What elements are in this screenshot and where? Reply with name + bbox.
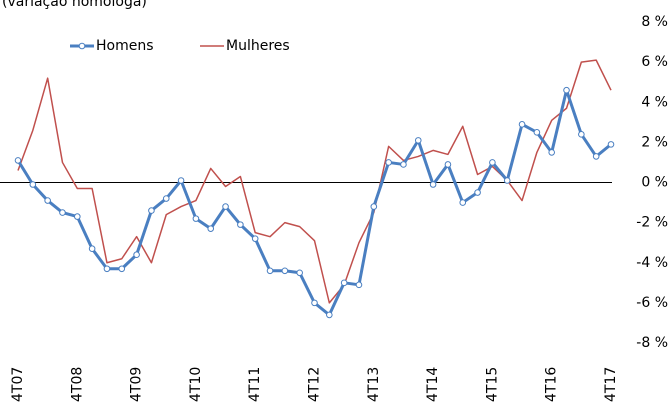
point <box>548 149 556 156</box>
x-tick-label: 4T17 <box>603 367 619 402</box>
point <box>29 181 37 188</box>
point <box>429 181 437 188</box>
point <box>192 215 200 222</box>
point <box>400 161 407 168</box>
y-tick-label: 8 % <box>641 14 668 30</box>
x-tick-label: 4T07 <box>10 367 26 402</box>
x-tick-label: 4T16 <box>544 367 560 402</box>
point <box>326 311 333 319</box>
x-tick-label: 4T12 <box>307 367 323 402</box>
x-tick-label: 4T11 <box>247 367 263 402</box>
point <box>370 203 378 210</box>
point <box>607 141 615 148</box>
point <box>281 267 289 275</box>
point <box>266 267 274 275</box>
point <box>148 207 155 214</box>
point <box>207 225 215 232</box>
y-tick-label: -4 % <box>636 255 668 271</box>
point <box>578 131 585 138</box>
y-tick-label: 2 % <box>641 134 668 150</box>
legend-label: Mulheres <box>226 38 290 54</box>
y-tick-label: 6 % <box>641 54 668 70</box>
point <box>74 213 81 220</box>
point <box>177 177 185 184</box>
x-tick-label: 4T14 <box>425 367 441 402</box>
point <box>414 137 422 144</box>
point <box>118 265 126 273</box>
point <box>474 189 481 196</box>
y-tick-label: 4 % <box>641 94 668 110</box>
legend-label: Homens <box>96 38 154 54</box>
y-tick-label: 0 % <box>641 175 668 191</box>
point <box>296 269 303 277</box>
point <box>503 177 511 184</box>
point <box>563 86 570 94</box>
series-line <box>17 59 612 304</box>
point <box>103 265 111 273</box>
point <box>444 161 452 168</box>
point <box>222 203 229 210</box>
point <box>88 245 96 253</box>
point <box>251 235 259 242</box>
point <box>44 197 51 204</box>
y-tick-label: -2 % <box>636 215 668 231</box>
point <box>311 299 318 307</box>
x-tick-label: 4T09 <box>129 367 145 402</box>
point <box>14 157 22 164</box>
chart-subtitle: (variação homóloga) <box>2 0 147 10</box>
point <box>385 159 392 166</box>
x-tick-label: 4T08 <box>69 367 85 402</box>
point <box>133 251 140 259</box>
legend-marker <box>78 42 86 50</box>
point <box>459 199 467 206</box>
point <box>533 129 541 136</box>
point <box>59 209 66 216</box>
point <box>162 195 170 202</box>
y-tick-label: -6 % <box>636 295 668 311</box>
y-tick-label: -8 % <box>636 335 668 351</box>
point <box>592 153 600 160</box>
point <box>489 159 496 166</box>
point <box>340 279 348 287</box>
point <box>237 221 244 228</box>
x-tick-label: 4T15 <box>484 367 500 402</box>
x-tick-label: 4T13 <box>366 367 382 402</box>
point <box>518 121 526 128</box>
point <box>355 281 363 289</box>
x-tick-label: 4T10 <box>188 367 204 402</box>
